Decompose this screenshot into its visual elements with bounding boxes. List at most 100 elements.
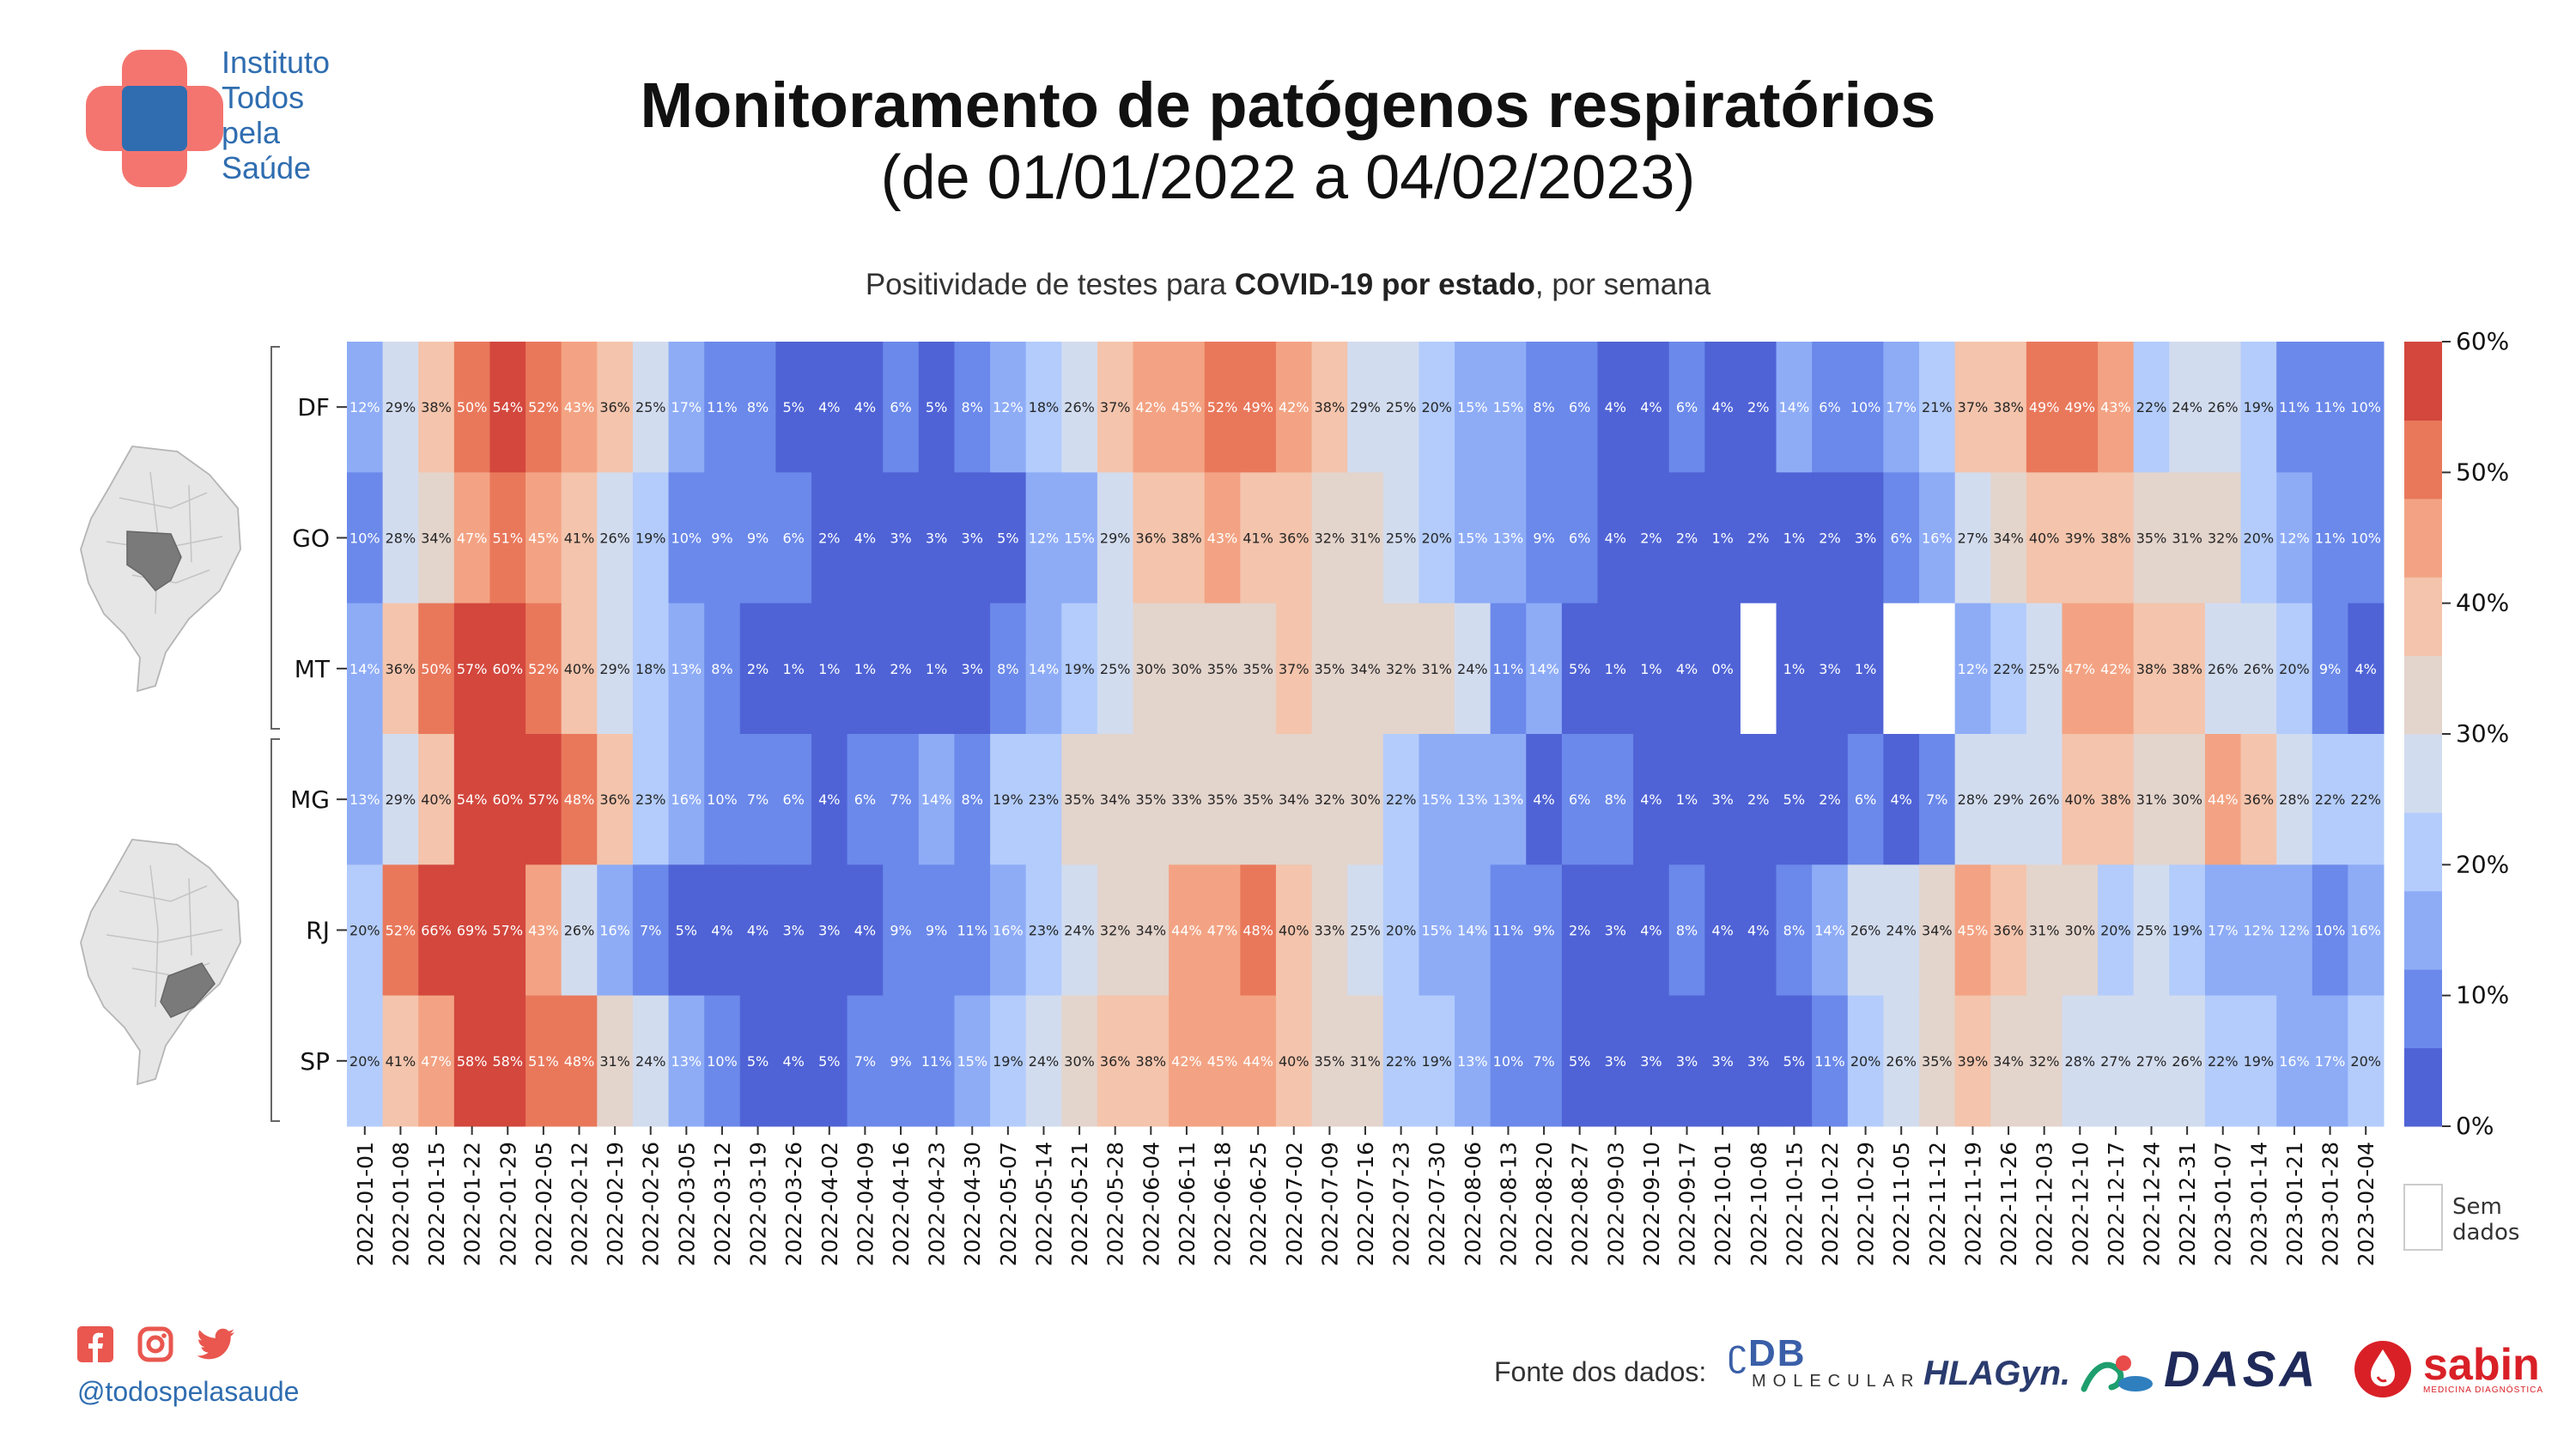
- x-tick-label: 2022-12-03: [2032, 1142, 2057, 1266]
- heatmap-cell: [1025, 603, 1062, 735]
- heatmap-cell: [883, 342, 920, 473]
- heatmap-cell: [1883, 864, 1920, 997]
- heatmap-cell-label: 3%: [962, 530, 983, 547]
- heatmap-cell: [2276, 995, 2313, 1127]
- heatmap-cell-label: 24%: [1029, 1053, 1060, 1070]
- heatmap-cell: [739, 995, 776, 1127]
- heatmap-cell: [489, 995, 526, 1127]
- heatmap-cell-label: 15%: [1064, 530, 1095, 547]
- heatmap-cell-label: 50%: [421, 661, 452, 677]
- heatmap-cell-label: 13%: [671, 1053, 702, 1070]
- heatmap-cell: [918, 603, 955, 735]
- heatmap-cell-label: 20%: [349, 923, 380, 939]
- heatmap-cell-label: 13%: [1457, 791, 1488, 808]
- heatmap-cell-label: 1%: [782, 661, 804, 677]
- heatmap-cell: [1311, 734, 1348, 865]
- heatmap-cell-label: 47%: [1207, 923, 1238, 939]
- x-tick-label: 2022-10-08: [1747, 1142, 1771, 1266]
- x-tick-label: 2022-03-26: [781, 1142, 806, 1266]
- heatmap-cell: [489, 603, 526, 735]
- heatmap-cell: [1455, 342, 1492, 473]
- heatmap-cell: [2312, 734, 2348, 865]
- heatmap-cell: [1526, 734, 1563, 865]
- heatmap-cell-label: 27%: [1958, 530, 1989, 547]
- missing-legend-swatch: [2403, 1184, 2443, 1251]
- heatmap-cell-label: 4%: [1533, 791, 1554, 808]
- heatmap-cells: 12% 29% 38% 50% 54% 52% 43% 36% 25% 17% 11% 8% 5% 4% 4…: [347, 342, 2385, 1127]
- heatmap-cell: [489, 864, 526, 997]
- sabin-drop-icon: [2354, 1341, 2411, 1397]
- heatmap-cell: [1275, 342, 1313, 473]
- heatmap-cell: [2204, 995, 2242, 1127]
- heatmap-cell-label: 39%: [2064, 530, 2095, 547]
- heatmap-cell-label: 18%: [1029, 399, 1060, 415]
- heatmap-cell: [2204, 734, 2242, 865]
- heatmap-cell: [2240, 342, 2277, 473]
- heatmap-cell: [2026, 734, 2063, 865]
- heatmap-cell-label: 7%: [747, 791, 769, 808]
- heatmap-cell-label: 34%: [421, 530, 452, 547]
- heatmap-cell-label: 35%: [1242, 791, 1273, 808]
- heatmap-cell: [1382, 995, 1419, 1127]
- heatmap-cell-label: 51%: [528, 1053, 559, 1070]
- heatmap-cell: [453, 603, 490, 735]
- heatmap-cell-label: 26%: [1886, 1053, 1917, 1070]
- heatmap-cell-label: 38%: [1136, 1053, 1167, 1070]
- brazil-outline: [80, 839, 241, 1086]
- heatmap-cell-label: 6%: [782, 791, 804, 808]
- colorbar-tick-label: 0%: [2456, 1112, 2494, 1140]
- x-tick-label: 2022-01-15: [424, 1142, 449, 1266]
- instagram-icon[interactable]: [137, 1326, 173, 1362]
- heatmap-cell: [632, 342, 670, 473]
- twitter-icon[interactable]: [197, 1328, 235, 1361]
- heatmap-cell-label: 15%: [1421, 923, 1452, 939]
- heatmap-cell: [2062, 472, 2099, 604]
- heatmap-cell: [668, 472, 705, 604]
- heatmap-cell-label: 23%: [1029, 791, 1060, 808]
- y-tick-label: RJ: [306, 917, 330, 945]
- heatmap-cell: [1954, 995, 1991, 1127]
- page-subtitle: (de 01/01/2022 a 04/02/2023): [880, 143, 1696, 212]
- heatmap-cell-label: 7%: [890, 791, 911, 808]
- heatmap-cell-label: 34%: [1279, 791, 1309, 808]
- heatmap-cell-label: 5%: [747, 1053, 769, 1070]
- heatmap-cell: [1990, 995, 2027, 1127]
- heatmap-cell-label: 7%: [854, 1053, 876, 1070]
- heatmap-cell-label: 26%: [2208, 661, 2239, 677]
- heatmap-cell: [2240, 472, 2277, 604]
- heatmap-cell: [1133, 472, 1170, 604]
- heatmap-cell-label: 15%: [1493, 399, 1524, 415]
- social-handle[interactable]: @todospelasaude: [77, 1376, 300, 1407]
- heatmap-cell: [453, 734, 490, 865]
- heatmap-cell: [1419, 995, 1455, 1127]
- heatmap-cell-label: 16%: [2279, 1053, 2310, 1070]
- heatmap-cell-label: 5%: [782, 399, 804, 415]
- heatmap-cell: [2204, 342, 2242, 473]
- heatmap-cell-label: 38%: [2100, 791, 2131, 808]
- heatmap-cell: [1990, 342, 2027, 473]
- heatmap-cell: [347, 734, 384, 865]
- x-tick-label: 2022-01-08: [388, 1142, 413, 1266]
- heatmap-cell-label: 10%: [671, 530, 702, 547]
- heatmap-cell-label: 49%: [2064, 399, 2095, 415]
- heatmap-cell: [1526, 342, 1563, 473]
- db-logo-letters: DB: [1748, 1332, 1807, 1374]
- x-tick-label: 2022-01-22: [460, 1142, 485, 1266]
- heatmap-cell-label: 5%: [1783, 791, 1805, 808]
- heatmap-cell-label: 14%: [1779, 399, 1810, 415]
- heatmap-cell: [597, 603, 634, 735]
- heatmap-cell: [526, 342, 562, 473]
- x-tick-label: 2022-12-10: [2068, 1142, 2093, 1266]
- heatmap-cell-label: 44%: [1242, 1053, 1273, 1070]
- heatmap-cell: [2098, 995, 2135, 1127]
- heatmap-cell: [883, 472, 920, 604]
- heatmap-cell: [1240, 864, 1277, 997]
- missing-legend-line: Sem: [2452, 1194, 2502, 1220]
- heatmap-cell-label: 1%: [1605, 661, 1626, 677]
- heatmap-cell-label: 24%: [1457, 661, 1488, 677]
- facebook-icon[interactable]: [77, 1326, 113, 1362]
- group-bracket: [270, 738, 280, 1122]
- heatmap-cell: [1204, 734, 1241, 865]
- heatmap-cell: [2062, 342, 2099, 473]
- heatmap-cell-label: 12%: [1029, 530, 1060, 547]
